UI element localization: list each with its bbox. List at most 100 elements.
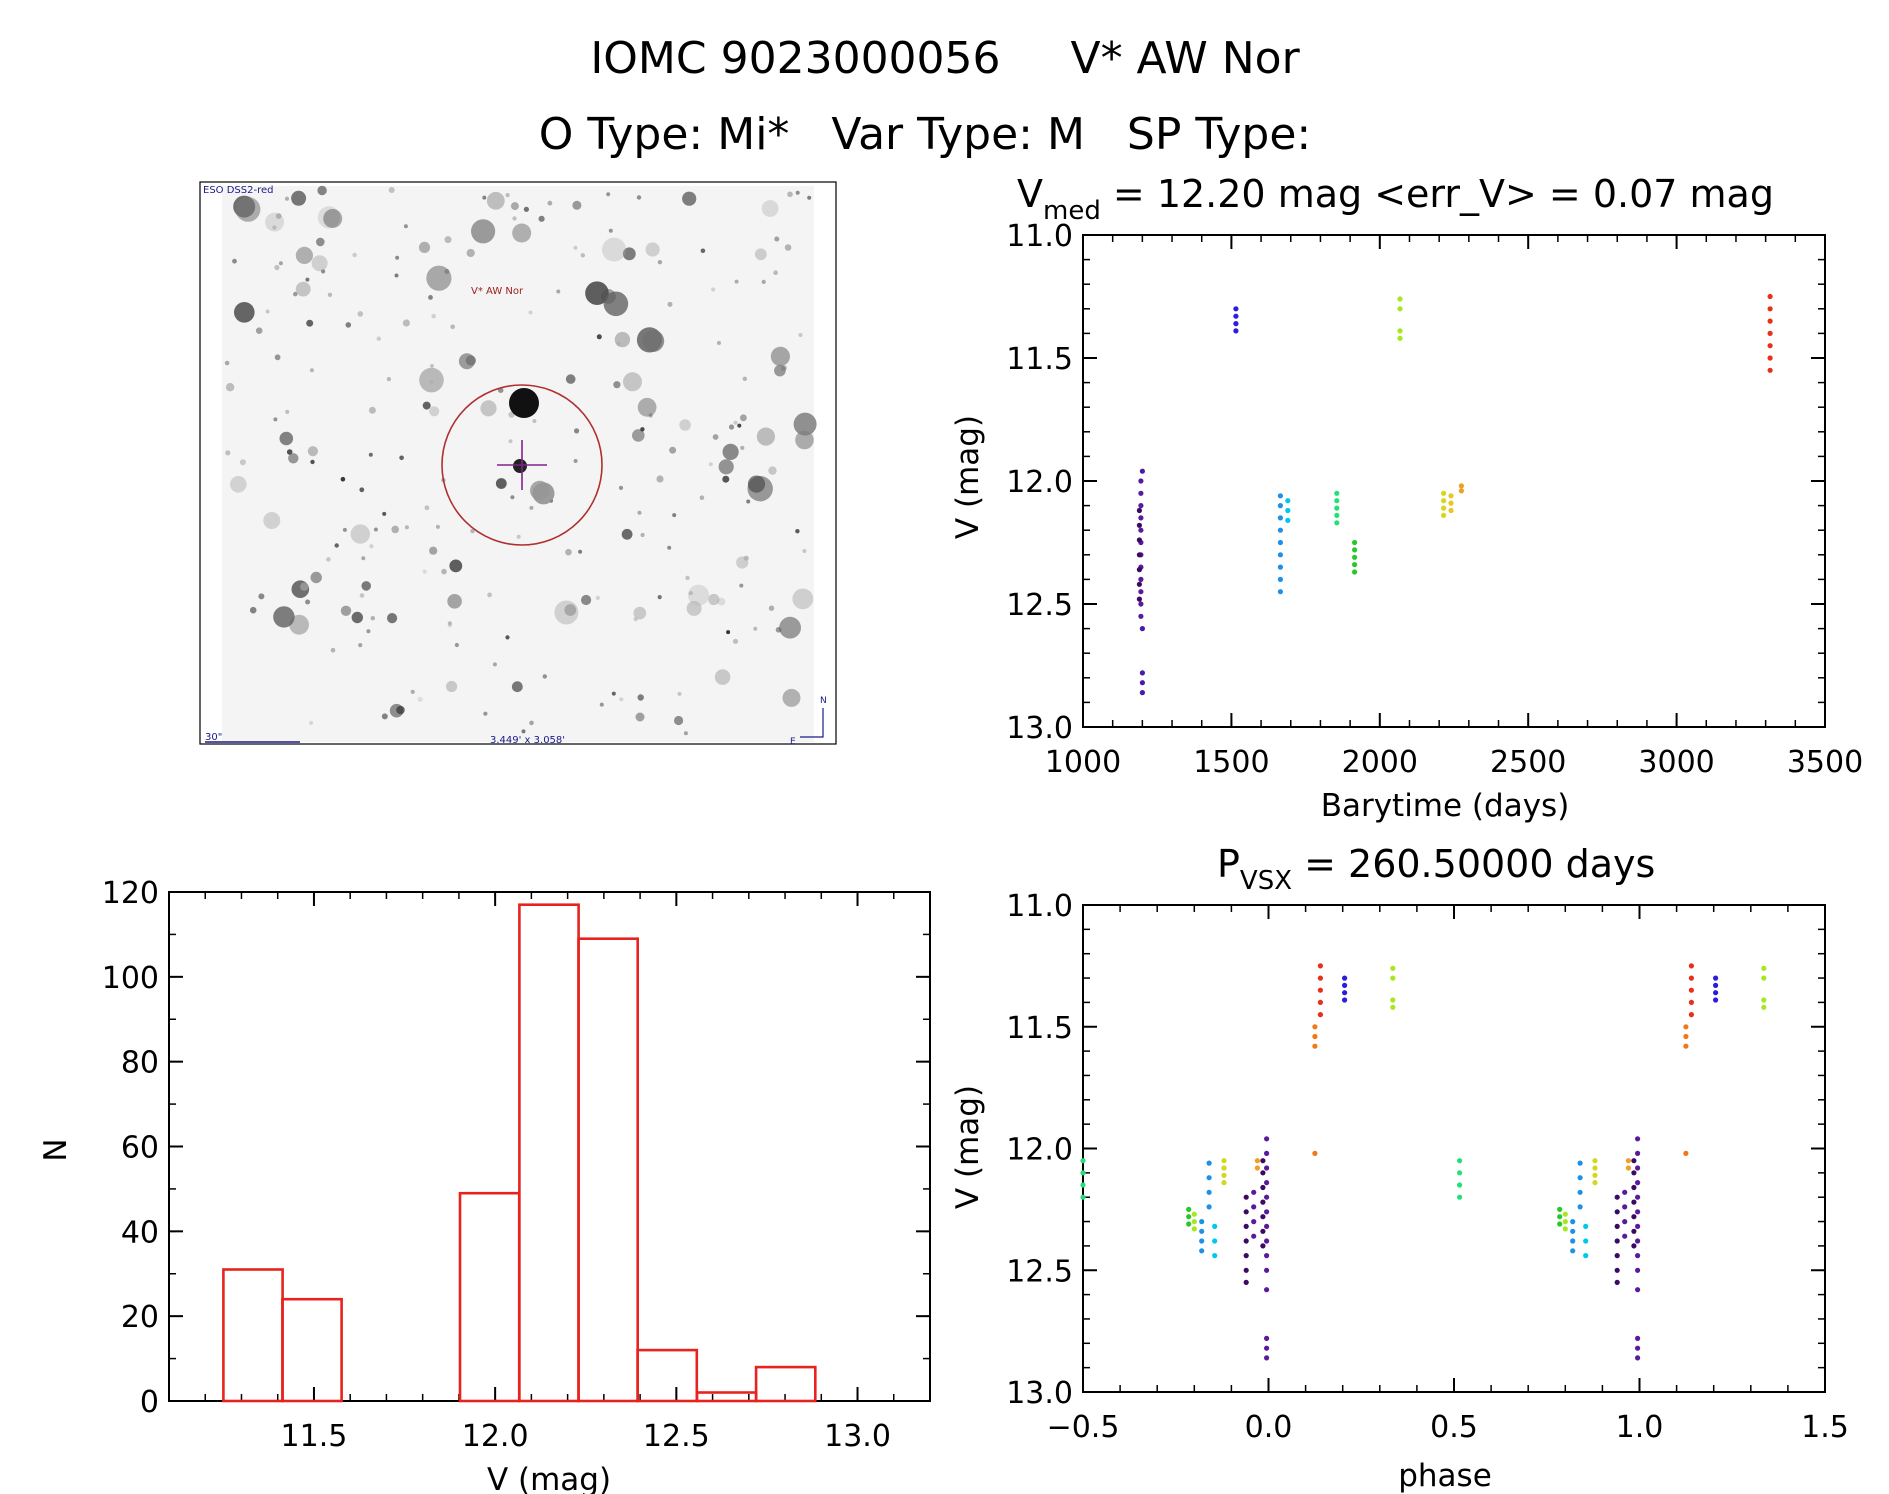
star [295, 281, 311, 297]
phased-point [1635, 1136, 1641, 1142]
phased-ytick-label: 12.0 [1006, 1133, 1073, 1168]
lightcurve-point [1138, 478, 1144, 484]
star [495, 478, 507, 489]
phased-point [1635, 1287, 1641, 1293]
star [578, 549, 583, 554]
lightcurve-point [1285, 498, 1291, 504]
lightcurve-point [1277, 503, 1283, 509]
star [728, 424, 735, 430]
star [611, 691, 616, 696]
star [573, 459, 578, 463]
star [677, 691, 682, 696]
star [394, 273, 399, 278]
phased-point [1570, 1228, 1576, 1234]
star [674, 715, 684, 726]
star [581, 594, 592, 606]
phased-point [1206, 1204, 1212, 1210]
lightcurve-point [1138, 490, 1144, 496]
lightcurve-point [1767, 343, 1773, 349]
star [687, 584, 710, 606]
star [509, 388, 539, 418]
star [614, 331, 631, 348]
star [274, 264, 280, 271]
star [447, 622, 453, 628]
histogram-ytick-label: 120 [102, 876, 159, 911]
phased-title-rest: = 260.50000 days [1292, 842, 1655, 886]
star [528, 310, 533, 315]
phased-point [1631, 1214, 1637, 1220]
star [265, 309, 270, 314]
star [513, 459, 527, 473]
phased-point [1251, 1204, 1257, 1210]
lightcurve-point [1767, 367, 1773, 373]
star [603, 291, 629, 317]
star [309, 720, 314, 725]
star [733, 420, 738, 425]
phased-ytick-label: 11.5 [1006, 1011, 1073, 1046]
lightcurve-point [1138, 601, 1144, 607]
lightcurve-point [1136, 522, 1142, 528]
phased-point [1264, 1150, 1270, 1156]
star [602, 237, 626, 262]
lightcurve-point [1352, 562, 1358, 568]
star [754, 248, 767, 261]
phased-ylabel: V (mag) [950, 1085, 986, 1209]
star [784, 244, 792, 251]
star [606, 192, 611, 197]
star [773, 270, 778, 276]
scale-label: 30" [205, 732, 222, 743]
lightcurve-point [1352, 569, 1358, 575]
lightcurve-point [1441, 498, 1447, 504]
phased-point [1390, 1004, 1396, 1010]
star [640, 427, 645, 432]
lightcurve-point [1277, 527, 1283, 533]
lightcurve-point [1441, 490, 1447, 496]
star [307, 446, 318, 457]
star [487, 592, 492, 598]
star [700, 248, 706, 254]
star [621, 528, 633, 540]
star [326, 557, 331, 562]
phased-point [1688, 975, 1694, 981]
star [340, 605, 352, 616]
star [556, 289, 561, 294]
star [429, 546, 438, 555]
star [368, 406, 376, 414]
star [424, 505, 430, 511]
phased-point [1635, 1165, 1641, 1171]
phased-point [1212, 1238, 1218, 1244]
lightcurve-title-main: V [1017, 172, 1043, 216]
lightcurve-point [1458, 483, 1464, 489]
star [802, 549, 807, 553]
star [376, 336, 381, 341]
phased-title-sub: VSX [1240, 866, 1292, 896]
star [798, 333, 803, 337]
star [284, 196, 290, 201]
phased-point [1206, 1189, 1212, 1195]
phased-point [1342, 982, 1348, 989]
histogram-bar [695, 1391, 758, 1403]
histogram-bar [754, 1365, 817, 1403]
phased-point [1557, 1206, 1563, 1212]
phased-point [1264, 1209, 1270, 1215]
target-label: V* AW Nor [471, 286, 524, 297]
phased-point [1264, 1194, 1270, 1200]
star [564, 604, 577, 616]
phased-point [1622, 1189, 1628, 1195]
phased-point [1622, 1233, 1628, 1239]
star [667, 301, 673, 307]
star [310, 571, 322, 584]
phased-point [1264, 1267, 1270, 1273]
star [793, 412, 817, 436]
star [492, 662, 497, 667]
phased-point [1206, 1160, 1212, 1166]
phased-point [1635, 1150, 1641, 1156]
histogram-bar [636, 1348, 699, 1403]
star [512, 216, 517, 221]
phased-point [1592, 1158, 1598, 1164]
histogram-bar [458, 1191, 521, 1403]
star [471, 219, 496, 244]
star [708, 462, 713, 467]
star [330, 647, 336, 653]
star [787, 191, 793, 198]
